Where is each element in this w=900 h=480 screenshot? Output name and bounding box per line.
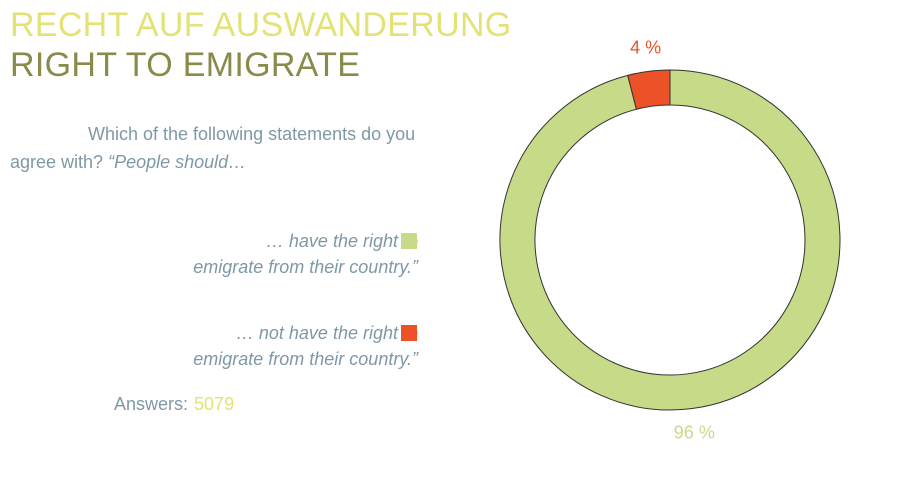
slice-percent-label: 96 %	[674, 422, 715, 442]
legend-item-no: … not have the right to emigrate from th…	[193, 320, 418, 372]
legend-item-yes: … have the right to emigrate from their …	[193, 228, 418, 280]
answers-count: 5079	[194, 394, 235, 414]
answers-label: Answers:	[114, 394, 189, 414]
donut-slices	[499, 69, 841, 411]
legend-swatch-no	[401, 325, 417, 341]
legend-label-line1: … have the right to	[265, 231, 418, 251]
legend-swatch-yes	[401, 233, 417, 249]
legend-label-line2: emigrate from their country.”	[193, 349, 418, 369]
donut-labels: 96 % 4 %	[630, 38, 715, 443]
donut-slice	[627, 69, 671, 110]
question-text: Which of the following statements do you…	[10, 124, 416, 172]
question-quote: “People should…	[108, 152, 247, 172]
page-title-german: RECHT AUF AUSWANDERUNG	[10, 6, 512, 44]
donut-slice	[499, 69, 841, 411]
legend-label-line1: … not have the right to	[235, 323, 418, 343]
page-title-english: RIGHT TO EMIGRATE	[10, 46, 361, 84]
answers-total: Answers: 5079	[114, 394, 234, 415]
survey-question: Which of the following statements do you…	[10, 120, 430, 176]
legend-label-line2: emigrate from their country.”	[193, 257, 418, 277]
slice-percent-label: 4 %	[630, 38, 661, 58]
